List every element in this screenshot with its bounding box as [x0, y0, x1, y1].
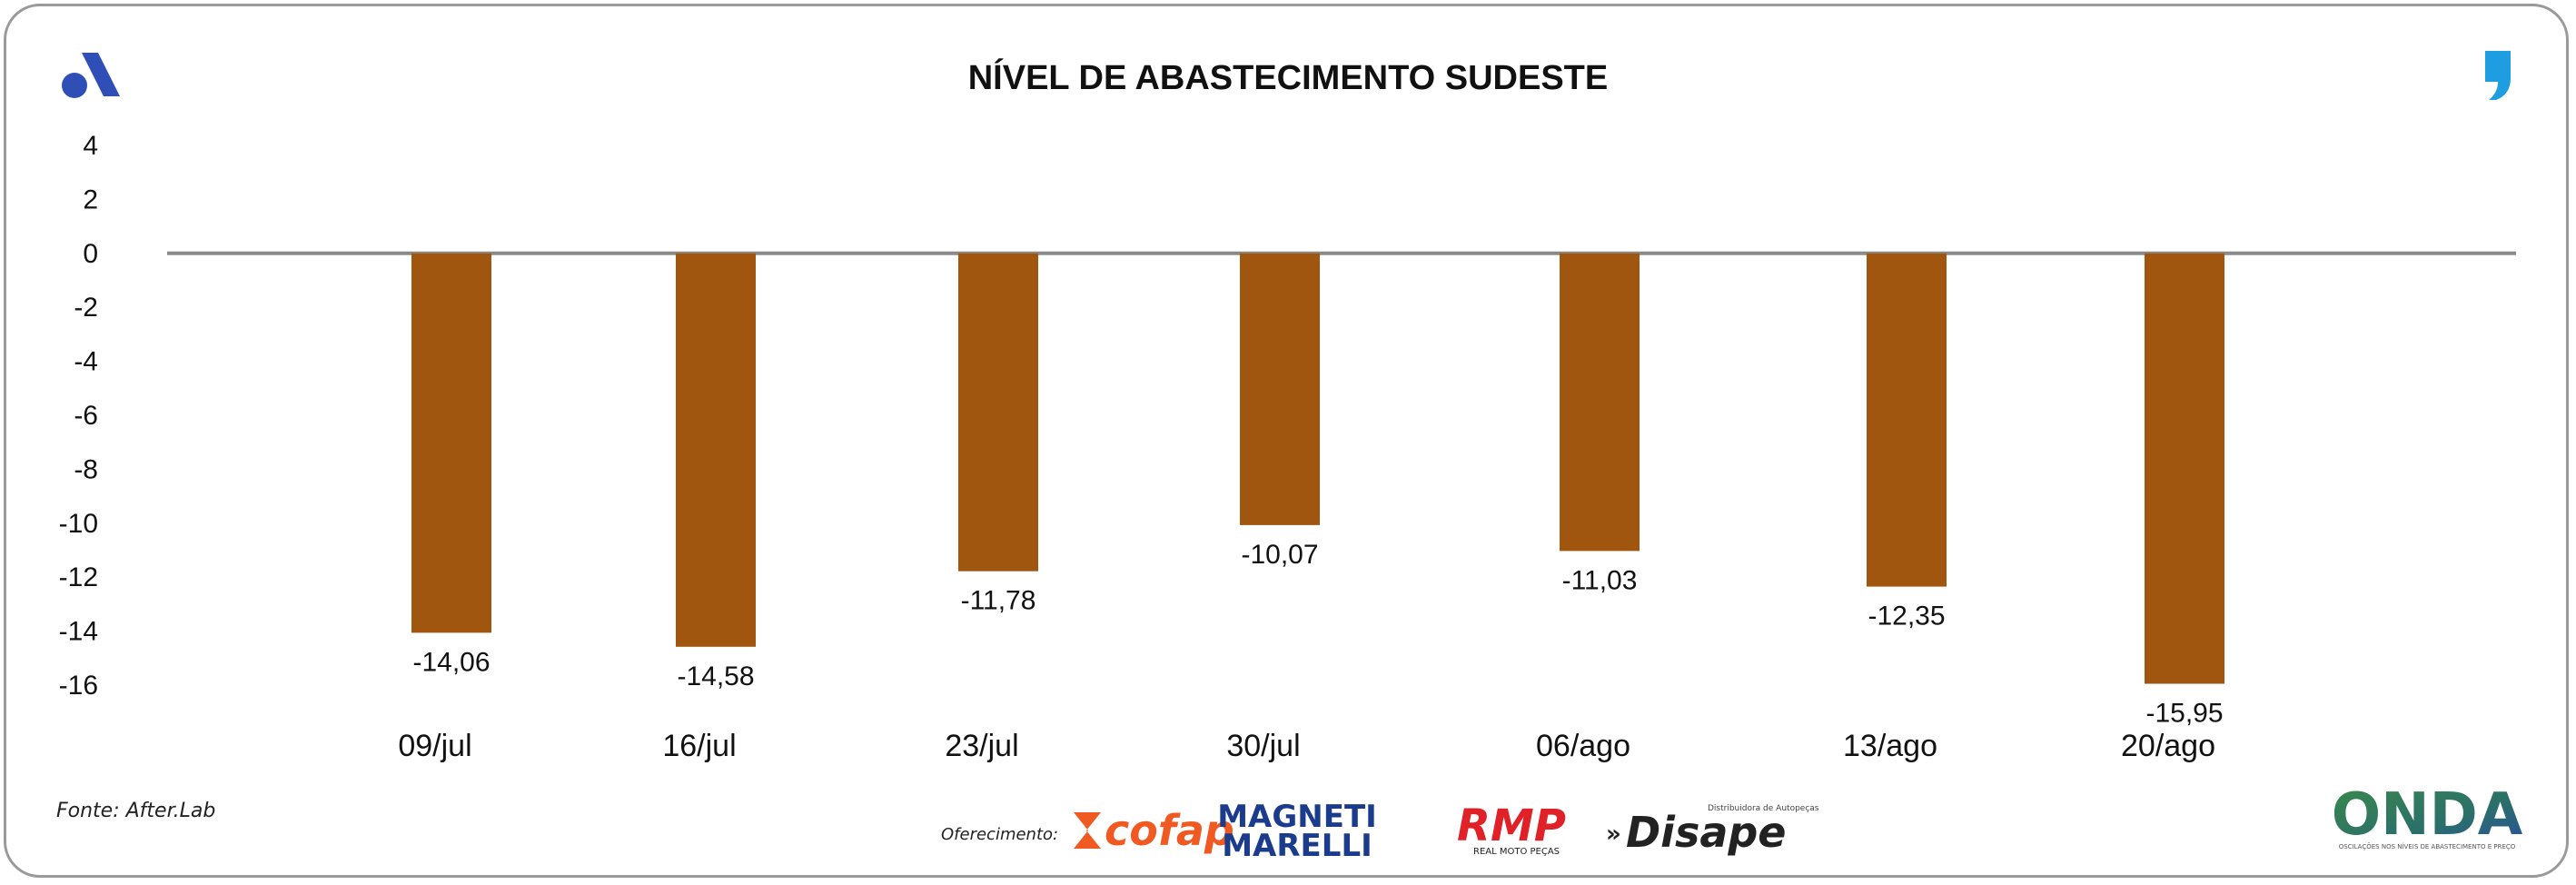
chart-title: NÍVEL DE ABASTECIMENTO SUDESTE: [968, 57, 1609, 97]
x-axis: 09/jul 16/jul 23/jul 30/jul 06/ago 13/ago 20/a…: [398, 729, 2215, 763]
onda-subtitle: OSCILAÇÕES NOS NÍVEIS DE ABASTECIMENTO E…: [2339, 842, 2516, 850]
marelli-text: MARELLI: [1222, 828, 1372, 864]
y-tick-label: -8: [74, 454, 98, 484]
bar: [1240, 253, 1320, 525]
y-tick-label: -6: [74, 401, 98, 431]
x-tick-label: 09/jul: [398, 729, 471, 763]
y-tick-label: 2: [83, 184, 98, 214]
y-tick-label: -2: [74, 293, 98, 323]
bar: [1867, 253, 1947, 587]
x-tick-label: 16/jul: [662, 729, 736, 763]
data-label: -11,78: [961, 586, 1036, 616]
onda-text: ONDA: [2332, 781, 2523, 849]
x-tick-label: 30/jul: [1226, 729, 1300, 763]
disape-subtitle: Distribuidora de Autopeças: [1708, 804, 1819, 813]
bar: [676, 253, 756, 647]
comma-logo-icon: [2485, 51, 2511, 100]
bar: [958, 253, 1038, 572]
bar: [1560, 253, 1640, 552]
onda-logo: ONDA OSCILAÇÕES NOS NÍVEIS DE ABASTECIME…: [2332, 781, 2523, 850]
value-labels: -14,06 -14,58 -11,78 -10,07 -11,03 -12,35 -15,…: [412, 540, 2223, 729]
cofap-logo: cofap: [1074, 806, 1234, 855]
x-tick-label: 23/jul: [945, 729, 1018, 763]
magneti-marelli-logo: MAGNETI MARELLI: [1217, 799, 1377, 864]
data-label: -12,35: [1868, 602, 1945, 631]
y-tick-label: -14: [59, 617, 98, 647]
x-tick-label: 13/ago: [1843, 729, 1937, 763]
svg-text:»: »: [1606, 820, 1621, 848]
sponsor-label: Oferecimento:: [941, 825, 1059, 844]
y-tick-label: -10: [59, 509, 98, 539]
y-tick-label: -4: [74, 347, 98, 377]
a-logo-icon: [62, 53, 120, 98]
y-tick-label: -16: [59, 671, 98, 701]
bars: [411, 253, 2224, 684]
disape-logo: » Disape Distribuidora de Autopeças: [1606, 804, 1819, 857]
bar: [411, 253, 491, 633]
y-tick-label: 0: [83, 239, 98, 269]
y-tick-label: -12: [59, 562, 98, 592]
y-tick-label: 4: [83, 131, 98, 161]
source-note: Fonte: After.Lab: [56, 800, 216, 822]
data-label: -15,95: [2145, 699, 2223, 729]
bar: [2145, 253, 2224, 684]
y-axis: 4 2 0 -2 -4 -6 -8 -10 -12 -14 -16: [59, 131, 98, 701]
rmp-logo: RMP REAL MOTO PEÇAS: [1457, 800, 1566, 857]
x-tick-label: 06/ago: [1536, 729, 1630, 763]
data-label: -10,07: [1241, 540, 1318, 570]
data-label: -14,06: [412, 647, 490, 677]
x-tick-label: 20/ago: [2121, 729, 2215, 763]
rmp-subtitle: REAL MOTO PEÇAS: [1473, 847, 1560, 857]
magneti-text: MAGNETI: [1217, 799, 1377, 835]
data-label: -14,58: [677, 661, 754, 691]
data-label: -11,03: [1562, 565, 1638, 595]
rmp-text: RMP: [1457, 800, 1566, 851]
cofap-logo-text: cofap: [1105, 806, 1234, 855]
disape-text: Disape: [1626, 808, 1787, 857]
